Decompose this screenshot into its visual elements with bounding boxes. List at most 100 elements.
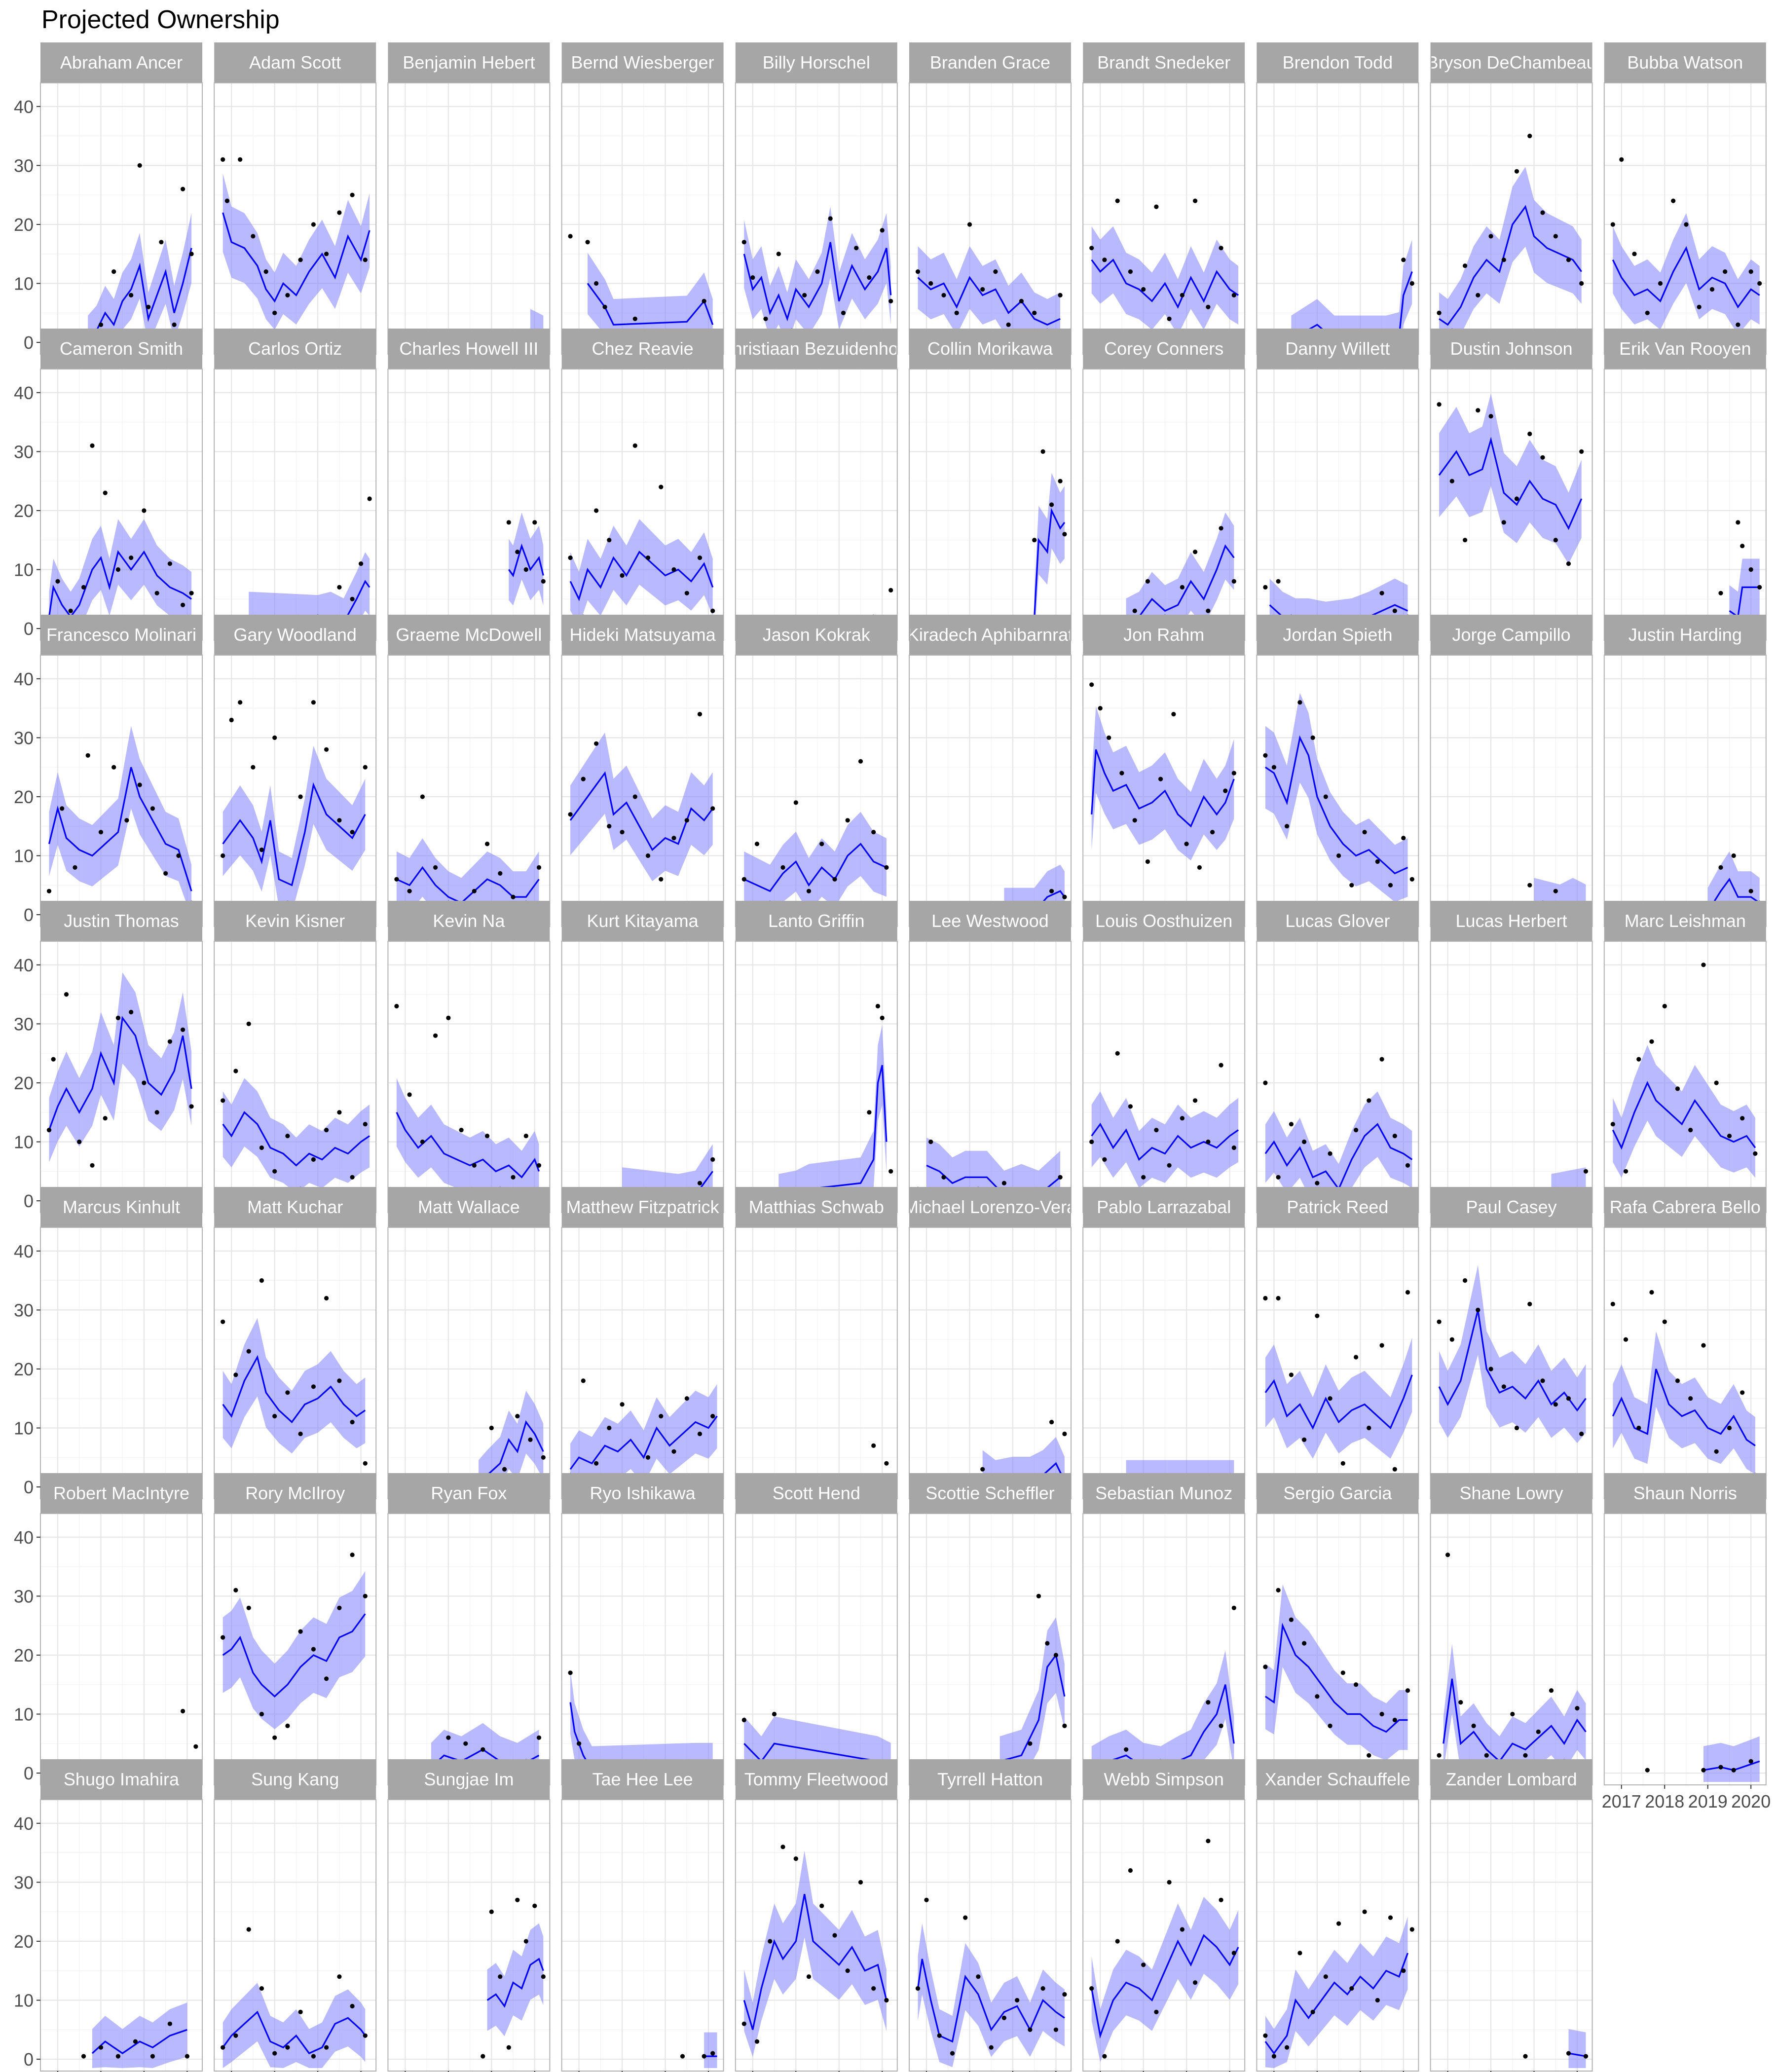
panel-background [40,1227,202,1499]
data-point [577,1741,582,1746]
y-tick-label: 0 [24,1477,34,1497]
data-point [1354,1682,1359,1687]
data-point [1540,210,1545,215]
data-point [1583,2054,1589,2059]
strip-label: Lucas Glover [1285,911,1390,931]
strip-label: Dustin Johnson [1450,338,1573,359]
data-point [1328,1723,1332,1728]
data-point [163,871,168,876]
data-point [1089,246,1094,251]
data-point [337,1378,342,1383]
y-tick-label: 20 [14,1645,34,1665]
data-point [489,1909,494,1914]
data-point [81,2054,86,2059]
strip-label: Corey Conners [1104,338,1223,359]
y-tick-label: 10 [14,1704,34,1725]
strip-label: Lucas Herbert [1456,911,1567,931]
trend-line [1729,586,1760,618]
confidence-band [487,1923,544,2036]
strip-label: Justin Thomas [64,911,179,931]
data-point [167,561,172,566]
data-point [950,2051,955,2056]
data-point [263,269,268,274]
data-point [1623,1169,1628,1174]
data-point [251,765,256,770]
confidence-band [570,519,713,627]
trend-line [569,771,713,851]
data-point [607,1425,612,1431]
data-point [1757,585,1762,590]
data-point [363,1122,368,1127]
data-point [1180,293,1184,298]
data-point [511,1175,516,1180]
panel-background [388,83,550,354]
data-point [1058,1175,1063,1180]
data-point [568,812,573,817]
trend-line [222,1613,366,1698]
data-point [1145,579,1150,584]
strip-label: Erik Van Rooyen [1619,338,1751,359]
strip-shane-lowry [1430,1473,1592,1514]
data-point [763,316,768,321]
facet-lanto-griffin: Lanto Griffin [735,901,898,1213]
strip-label: Christiaan Bezuidenhout [720,338,913,359]
data-point [298,2009,303,2014]
data-point [1001,2015,1006,2020]
data-point [337,818,342,823]
data-point [776,252,781,257]
facet-kevin-na: Kevin Na [387,901,551,1213]
y-tick-label: 30 [14,1300,34,1320]
strip-label: Shaun Norris [1633,1483,1737,1503]
data-point [1328,1396,1332,1401]
facet-carlos-ortiz: Carlos Ortiz [214,329,377,641]
data-point [298,1431,303,1437]
data-point [1727,1134,1732,1139]
trend-line [1091,1122,1239,1161]
data-point [1401,258,1406,262]
data-point [1028,2027,1033,2032]
data-point [832,877,837,882]
data-point [1315,1694,1320,1699]
data-point [1107,735,1111,740]
data-point [146,304,151,309]
data-point [481,2054,485,2059]
data-point [1180,1116,1184,1121]
data-point [1662,1003,1667,1009]
data-point [363,765,368,770]
facet-scott-hend: Scott Hend [735,1473,898,1785]
strip-lucas-glover [1257,901,1419,941]
data-point [1405,1290,1410,1295]
data-point [1340,1670,1345,1675]
data-point [741,2021,746,2026]
data-point [1488,234,1493,239]
data-point [1392,1134,1397,1139]
facet-shaun-norris: Shaun Norris 2017 2018 2019 2020 [1602,1473,1771,1812]
facet-louis-oosthuizen: Louis Oosthuizen [1082,901,1246,1213]
data-point [1349,1986,1354,1991]
strip-label: Lanto Griffin [768,911,864,931]
data-point [793,1856,798,1861]
data-point [1219,246,1223,251]
data-point [1102,2054,1107,2059]
strip-corey-conners [1083,329,1245,369]
data-point [754,842,760,847]
data-point [1684,222,1689,227]
data-point [251,234,256,239]
data-point [259,1711,264,1717]
strip-label: Rafa Cabrera Bello [1610,1197,1761,1217]
data-point [1540,1378,1545,1383]
data-point [472,1163,477,1168]
data-point [221,1098,225,1103]
strip-bryson-dechambeau [1430,42,1592,83]
data-point [137,782,142,787]
data-point [1566,561,1571,566]
strip-jason-kokrak [735,615,897,655]
data-point [1036,1593,1041,1598]
data-point [888,1169,893,1174]
data-point [1206,304,1211,309]
data-point [941,1175,946,1180]
strip-benjamin-hebert [388,42,550,83]
confidence-band [222,1318,366,1454]
trend-line [222,2010,366,2055]
data-point [620,1402,625,1407]
